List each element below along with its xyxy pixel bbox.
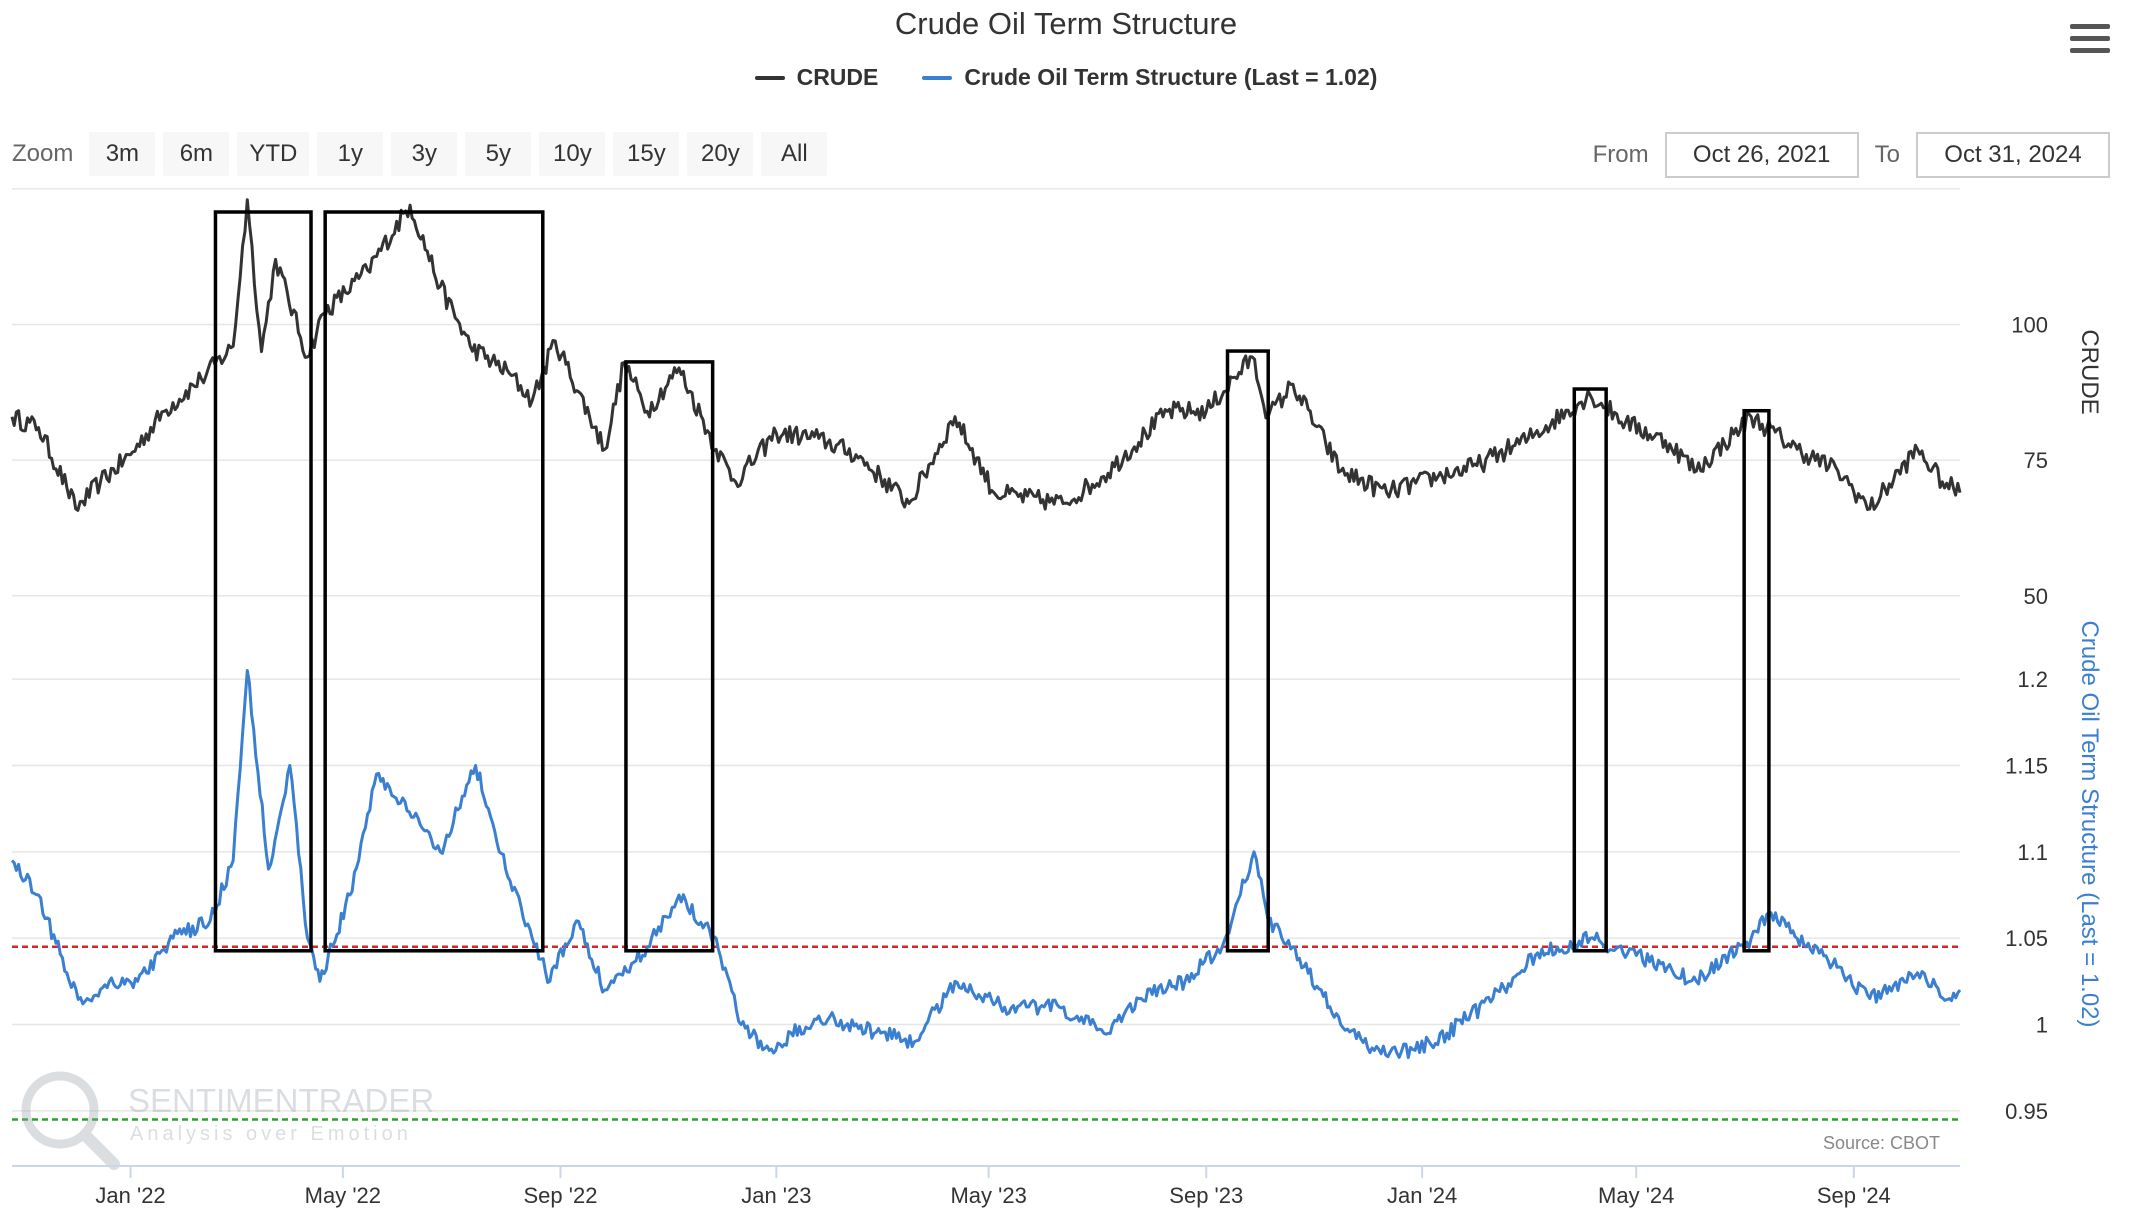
menu-bar <box>2070 48 2110 53</box>
lower-tick-label: 1.15 <box>2005 754 2048 779</box>
watermark-logo-icon <box>21 1071 99 1149</box>
series <box>10 198 1962 1060</box>
lower-tick-label: 1 <box>2036 1013 2048 1038</box>
watermark-logo-handle <box>80 1130 120 1170</box>
x-tick-label: Jan '23 <box>741 1183 811 1208</box>
from-date-input[interactable] <box>1664 132 1859 178</box>
zoom-5y-button[interactable]: 5y <box>465 132 532 176</box>
legend: CRUDE Crude Oil Term Structure (Last = 1… <box>0 64 2132 91</box>
x-tick-label: Sep '24 <box>1817 1183 1891 1208</box>
to-label: To <box>1874 141 1900 168</box>
highlight-boxes <box>213 210 1771 953</box>
hamburger-menu-icon[interactable] <box>2070 24 2110 54</box>
zoom-label: Zoom <box>12 140 74 167</box>
x-tick-label: May '23 <box>950 1183 1026 1208</box>
crude-series-line[interactable] <box>10 198 1962 512</box>
menu-bar <box>2070 24 2110 29</box>
zoom-bar: Zoom 3m 6m YTD 1y 3y 5y 10y 15y 20y All <box>12 132 828 176</box>
upper-tick-label: 50 <box>2024 584 2048 609</box>
legend-item-crude[interactable]: CRUDE <box>754 64 879 91</box>
legend-swatch-term-structure <box>922 75 953 80</box>
highlight-box-2 <box>323 210 545 953</box>
legend-label-crude: CRUDE <box>796 64 879 90</box>
zoom-10y-button[interactable]: 10y <box>539 132 606 176</box>
x-tick-label: Sep '23 <box>1169 1183 1243 1208</box>
highlight-box-1 <box>213 210 313 953</box>
date-range-selector: From To <box>1593 132 2110 178</box>
axes: 50 75 100 0.95 1 1.05 1.1 1.15 1.2 Jan '22 May '22… <box>12 313 2048 1208</box>
grid <box>12 188 1960 1112</box>
reference-lines <box>12 945 1960 1121</box>
x-tick-label: May '22 <box>305 1183 381 1208</box>
legend-swatch-crude <box>754 75 785 80</box>
highlight-box-6 <box>1742 408 1771 953</box>
highlight-box-3 <box>624 360 715 953</box>
upper-axis-title: CRUDE <box>2076 329 2103 414</box>
lower-tick-label: 1.1 <box>2017 840 2048 865</box>
zoom-1y-button[interactable]: 1y <box>317 132 384 176</box>
from-label: From <box>1592 141 1649 168</box>
zoom-all-button[interactable]: All <box>761 132 828 176</box>
to-date-input[interactable] <box>1916 132 2110 178</box>
highlight-box-4 <box>1225 349 1270 953</box>
watermark-tagline: Analysis over Emotion <box>130 1123 412 1145</box>
legend-item-term-structure[interactable]: Crude Oil Term Structure (Last = 1.02) <box>922 64 1377 91</box>
zoom-6m-button[interactable]: 6m <box>163 132 230 176</box>
lower-tick-label: 0.95 <box>2005 1099 2048 1124</box>
upper-tick-label: 75 <box>2024 448 2048 473</box>
zoom-3m-button[interactable]: 3m <box>89 132 156 176</box>
lower-tick-label: 1.05 <box>2005 926 2048 951</box>
x-tick-label: May '24 <box>1598 1183 1674 1208</box>
watermark: SENTIMENTRADER Analysis over Emotion <box>21 1071 434 1170</box>
menu-bar <box>2070 36 2110 41</box>
lower-tick-label: 1.2 <box>2017 667 2048 692</box>
lower-axis-title: Crude Oil Term Structure (Last = 1.02) <box>2076 620 2103 1027</box>
legend-label-term-structure: Crude Oil Term Structure (Last = 1.02) <box>964 64 1378 90</box>
source-label: Source: CBOT <box>1823 1133 1940 1153</box>
zoom-ytd-button[interactable]: YTD <box>237 132 310 176</box>
zoom-20y-button[interactable]: 20y <box>687 132 754 176</box>
chart-title: Crude Oil Term Structure <box>894 6 1238 41</box>
x-tick-label: Jan '22 <box>95 1183 165 1208</box>
zoom-3y-button[interactable]: 3y <box>391 132 458 176</box>
x-tick-label: Jan '24 <box>1387 1183 1457 1208</box>
watermark-brand: SENTIMENTRADER <box>128 1082 434 1119</box>
x-tick-label: Sep '22 <box>524 1183 598 1208</box>
upper-tick-label: 100 <box>2011 313 2048 338</box>
highlight-box-5 <box>1572 387 1608 953</box>
zoom-15y-button[interactable]: 15y <box>613 132 680 176</box>
term-structure-series-line[interactable] <box>10 669 1962 1060</box>
